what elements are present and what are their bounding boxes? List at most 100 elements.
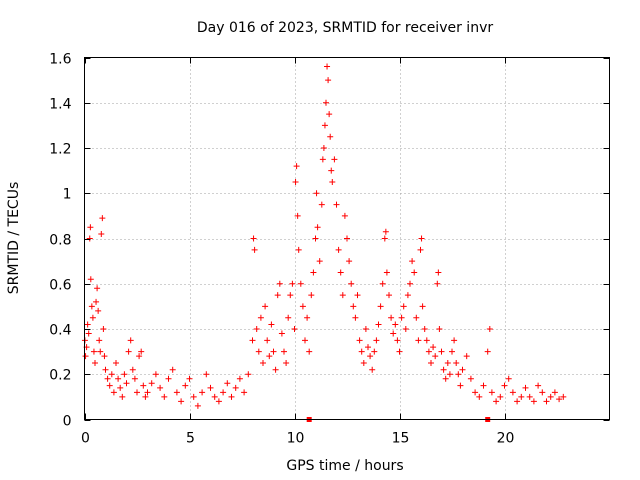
data-point xyxy=(430,344,437,351)
data-point xyxy=(547,393,554,400)
data-point xyxy=(87,276,94,283)
data-point xyxy=(152,371,159,378)
data-point xyxy=(169,366,176,373)
data-point xyxy=(104,375,111,382)
data-point xyxy=(274,292,281,299)
data-point xyxy=(365,344,371,351)
y-tick-label: 0.6 xyxy=(49,278,71,294)
data-point xyxy=(486,326,493,332)
y-tick-labels: 0 0.2 0.4 0.6 0.8 1 1.2 1.4 1.6 xyxy=(49,52,71,430)
data-point xyxy=(96,337,103,344)
data-point xyxy=(404,292,411,299)
data-point xyxy=(131,375,138,382)
data-point xyxy=(165,375,172,382)
data-point xyxy=(255,348,262,355)
data-point xyxy=(99,215,106,222)
data-point xyxy=(325,77,332,84)
data-point xyxy=(287,292,294,299)
data-point xyxy=(442,375,449,382)
data-point xyxy=(339,292,346,299)
data-point xyxy=(497,393,504,400)
data-points xyxy=(81,63,567,409)
data-point xyxy=(319,156,326,163)
data-point xyxy=(299,303,306,310)
data-point xyxy=(138,348,145,355)
data-point xyxy=(97,348,104,355)
data-point xyxy=(228,393,235,400)
data-point xyxy=(459,366,466,373)
data-point xyxy=(215,398,222,405)
data-point xyxy=(232,384,239,391)
data-point xyxy=(297,280,304,287)
y-tick-label: 1.4 xyxy=(49,97,71,113)
data-point xyxy=(438,348,445,355)
data-point xyxy=(373,337,380,344)
data-point xyxy=(294,212,301,219)
data-point xyxy=(333,201,340,208)
data-point xyxy=(270,348,277,355)
data-point xyxy=(85,330,92,337)
data-point xyxy=(396,348,403,355)
data-point xyxy=(455,371,462,378)
data-point xyxy=(321,122,328,129)
data-point xyxy=(108,371,115,378)
data-point xyxy=(148,380,155,387)
data-point xyxy=(530,398,537,405)
data-point xyxy=(125,348,132,355)
data-point xyxy=(199,389,206,396)
data-point xyxy=(388,314,395,321)
data-point xyxy=(434,280,441,287)
data-point xyxy=(488,389,495,396)
data-point xyxy=(312,235,319,242)
data-point xyxy=(451,337,458,344)
data-point xyxy=(381,235,388,242)
data-point xyxy=(101,353,108,360)
data-point xyxy=(394,337,401,344)
data-point xyxy=(178,398,185,405)
data-point xyxy=(186,375,193,382)
data-point xyxy=(84,321,91,328)
data-point xyxy=(423,337,430,344)
x-tick-label: 5 xyxy=(186,431,195,447)
data-point xyxy=(94,285,101,292)
data-point xyxy=(356,337,363,344)
data-point xyxy=(266,353,273,360)
data-point xyxy=(449,348,455,355)
data-point xyxy=(551,389,558,396)
data-point xyxy=(432,353,439,360)
data-point xyxy=(257,314,264,321)
data-point xyxy=(113,359,119,366)
y-axis-title: SRMTID / TECUs xyxy=(6,182,22,295)
data-point xyxy=(446,371,453,378)
data-point xyxy=(93,298,100,305)
data-point xyxy=(402,326,409,332)
data-point xyxy=(207,384,214,391)
data-point xyxy=(522,384,529,391)
data-point xyxy=(493,398,500,405)
data-point xyxy=(386,292,392,299)
data-point xyxy=(291,326,298,332)
data-point xyxy=(371,348,378,355)
data-point xyxy=(260,359,266,366)
data-point xyxy=(253,326,260,332)
data-point xyxy=(142,393,149,400)
data-point xyxy=(313,190,320,197)
x-axis-title: GPS time / hours xyxy=(286,458,403,474)
data-point xyxy=(398,314,405,321)
data-point xyxy=(194,402,201,409)
data-point xyxy=(362,326,369,332)
data-point xyxy=(526,393,533,400)
data-point xyxy=(127,337,134,344)
data-point xyxy=(417,246,424,253)
y-tick-label: 1.6 xyxy=(49,52,71,68)
data-point xyxy=(117,384,124,391)
y-tick-label: 0.4 xyxy=(49,323,71,339)
data-point xyxy=(435,269,442,276)
data-point xyxy=(407,280,413,287)
data-point xyxy=(327,133,334,140)
data-point xyxy=(326,111,333,118)
data-point xyxy=(245,371,252,378)
data-point xyxy=(421,326,428,332)
data-point xyxy=(331,156,338,163)
